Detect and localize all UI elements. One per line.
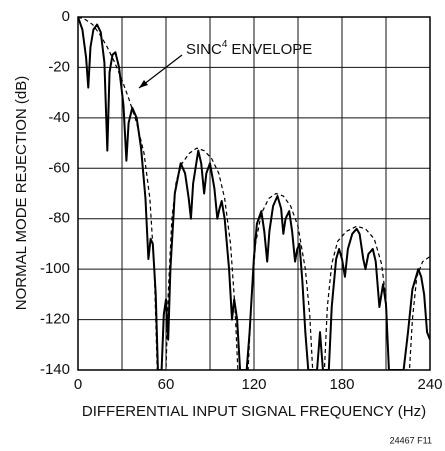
dashed-curve [78, 17, 430, 370]
y-axis-title: NORMAL MODE REJECTION (dB) [13, 76, 30, 310]
x-axis-title: DIFFERENTIAL INPUT SIGNAL FREQUENCY (Hz) [82, 403, 426, 420]
annotation-superscript: 4 [222, 39, 228, 50]
y-tick-label: -80 [48, 210, 70, 227]
y-tick-label: -120 [40, 311, 70, 328]
x-tick-label: 0 [74, 376, 82, 393]
figure-id: 24467 F11 [390, 435, 432, 445]
arrow-head [139, 80, 148, 88]
solid-curve [78, 17, 430, 370]
y-tick-label: -60 [48, 159, 70, 176]
annotation-arrow [138, 54, 183, 89]
annotation: SINC4 ENVELOPE [186, 39, 312, 58]
y-tick-label: -40 [48, 109, 70, 126]
y-tick-label: 0 [62, 8, 70, 25]
y-tick-label: -100 [40, 260, 70, 277]
x-tick-label: 240 [417, 376, 442, 393]
annotation-rest: ENVELOPE [231, 41, 312, 58]
y-tick-label: -20 [48, 58, 70, 75]
x-tick-label: 180 [329, 376, 354, 393]
plot-frame [77, 16, 431, 371]
annotation-base: SINC [186, 41, 222, 58]
x-tick-label: 60 [158, 376, 175, 393]
y-tick-label: -140 [40, 361, 70, 378]
x-tick-label: 120 [241, 376, 266, 393]
